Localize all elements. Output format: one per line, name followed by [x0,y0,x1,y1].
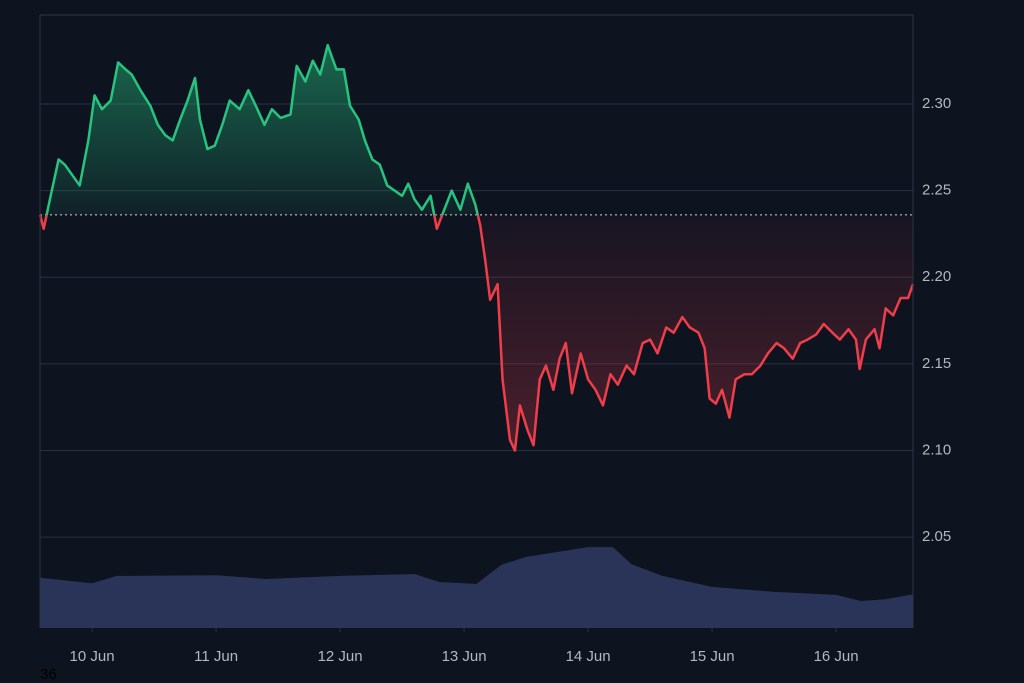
y-tick-label: 2.20 [922,268,951,285]
grid [40,103,913,632]
y-tick-label: 2.15 [922,355,951,372]
x-tick-label: 13 Jun [442,648,487,665]
x-tick-label: 15 Jun [690,648,735,665]
x-tick-label: 11 Jun [194,648,238,665]
y-tick-label: 2.30 [922,95,951,112]
y-tick-label: 2.25 [922,182,951,199]
plot-layer [38,43,915,452]
y-tick-label: 2.05 [922,528,951,545]
x-tick-label: 12 Jun [318,648,363,665]
x-tick-label: 16 Jun [814,648,859,665]
volume-area [40,547,913,628]
y-tick-label: 2.10 [922,441,951,458]
price-area [40,45,913,451]
corner-label: 36 [40,666,57,683]
labels: 2.05 2.10 2.15 2.20 2.25 2.30 10 Jun 11 Jun 12 J… [70,95,952,665]
volume-layer [40,547,913,628]
x-tick-label: 10 Jun [70,648,115,665]
x-tick-label: 14 Jun [566,648,611,665]
price-line [38,43,915,452]
